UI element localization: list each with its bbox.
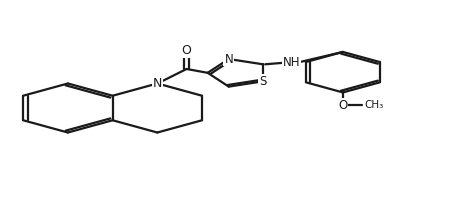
Text: NH: NH [282, 56, 299, 69]
Text: S: S [259, 75, 266, 88]
Text: O: O [337, 99, 347, 112]
Text: CH₃: CH₃ [364, 100, 383, 110]
Text: N: N [152, 77, 161, 90]
Text: N: N [224, 52, 233, 65]
Text: O: O [181, 44, 191, 57]
